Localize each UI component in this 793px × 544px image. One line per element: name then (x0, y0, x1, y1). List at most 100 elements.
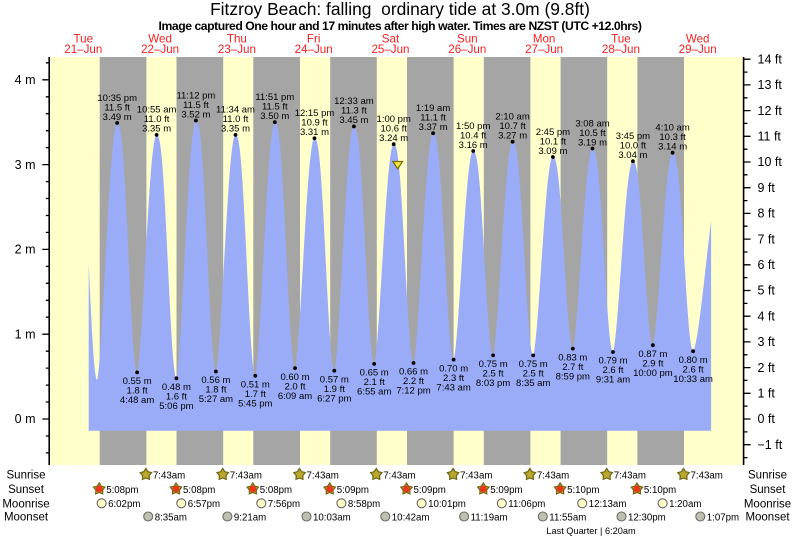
svg-text:Moonrise: Moonrise (2, 498, 49, 510)
svg-text:10:42am: 10:42am (392, 512, 430, 523)
svg-text:−1 ft: −1 ft (758, 438, 783, 452)
svg-text:5:08pm: 5:08pm (183, 485, 215, 496)
svg-text:0.79 m: 0.79 m (598, 356, 627, 367)
svg-text:4 ft: 4 ft (758, 309, 776, 323)
svg-text:Sunset: Sunset (750, 484, 787, 496)
svg-text:7:43am: 7:43am (153, 470, 185, 481)
svg-text:11 ft: 11 ft (758, 130, 782, 144)
svg-text:2.7 ft: 2.7 ft (562, 362, 583, 373)
svg-text:3.04 m: 3.04 m (618, 150, 647, 161)
svg-text:5:08pm: 5:08pm (106, 485, 138, 496)
svg-text:10.7 ft: 10.7 ft (499, 121, 526, 132)
svg-text:0.60 m: 0.60 m (280, 372, 309, 383)
svg-text:10:03am: 10:03am (313, 512, 351, 523)
svg-text:0.75 m: 0.75 m (519, 359, 548, 370)
svg-text:11:19am: 11:19am (471, 512, 508, 523)
svg-text:1.7 ft: 1.7 ft (245, 389, 266, 400)
svg-text:8:03 pm: 8:03 pm (476, 378, 510, 389)
svg-text:3.27 m: 3.27 m (498, 131, 527, 142)
svg-text:21–Jun: 21–Jun (64, 43, 102, 56)
svg-text:2.9 ft: 2.9 ft (642, 358, 663, 369)
svg-text:5:08pm: 5:08pm (260, 485, 292, 496)
svg-text:4:10 am: 4:10 am (655, 123, 689, 134)
svg-text:10:55 am: 10:55 am (137, 105, 177, 116)
svg-text:12:15 pm: 12:15 pm (295, 108, 335, 119)
svg-text:0.57 m: 0.57 m (320, 374, 349, 385)
svg-text:7:43am: 7:43am (383, 470, 415, 481)
svg-text:12:13am: 12:13am (589, 499, 627, 510)
svg-text:12 ft: 12 ft (758, 104, 783, 118)
svg-text:6:27 pm: 6:27 pm (317, 393, 351, 404)
svg-text:3 m: 3 m (15, 158, 36, 172)
svg-text:11:06pm: 11:06pm (508, 499, 545, 510)
svg-text:11:34 am: 11:34 am (216, 105, 255, 116)
svg-text:24–Jun: 24–Jun (295, 43, 333, 56)
svg-text:0.75 m: 0.75 m (479, 359, 508, 370)
svg-text:Sunrise: Sunrise (7, 470, 46, 482)
svg-text:1 m: 1 m (15, 327, 36, 341)
svg-text:5 ft: 5 ft (758, 284, 776, 298)
svg-text:Tue: Tue (74, 33, 94, 46)
svg-text:Sunset: Sunset (8, 484, 45, 496)
svg-text:Wed: Wed (148, 33, 172, 46)
svg-text:Moonrise: Moonrise (744, 498, 791, 510)
svg-text:6:55 am: 6:55 am (357, 387, 391, 398)
svg-text:5:09pm: 5:09pm (414, 485, 446, 496)
svg-text:7 ft: 7 ft (758, 232, 776, 246)
svg-text:2.1 ft: 2.1 ft (364, 377, 385, 388)
svg-text:11:12 pm: 11:12 pm (176, 90, 215, 101)
svg-text:11.1 ft: 11.1 ft (420, 113, 446, 124)
svg-text:2.6 ft: 2.6 ft (683, 364, 704, 375)
svg-text:6:57pm: 6:57pm (188, 499, 220, 510)
svg-text:Last Quarter | 6:20am: Last Quarter | 6:20am (546, 526, 636, 536)
svg-text:1 ft: 1 ft (758, 387, 776, 401)
svg-text:0.83 m: 0.83 m (558, 352, 587, 363)
svg-text:12:30pm: 12:30pm (628, 512, 666, 523)
svg-text:3.16 m: 3.16 m (459, 140, 488, 151)
svg-text:5:10pm: 5:10pm (644, 485, 676, 496)
svg-text:7:43am: 7:43am (230, 470, 262, 481)
svg-text:10.6 ft: 10.6 ft (380, 124, 407, 135)
svg-text:4:48 am: 4:48 am (120, 395, 154, 406)
svg-text:7:43am: 7:43am (460, 470, 492, 481)
svg-text:0.55 m: 0.55 m (123, 376, 152, 387)
svg-text:29–Jun: 29–Jun (679, 43, 717, 56)
svg-text:0.65 m: 0.65 m (360, 368, 389, 379)
svg-text:4 m: 4 m (15, 73, 36, 87)
svg-text:Tue: Tue (611, 33, 631, 46)
svg-text:7:12 pm: 7:12 pm (396, 386, 430, 397)
svg-text:2.2 ft: 2.2 ft (403, 376, 424, 387)
svg-text:23–Jun: 23–Jun (218, 43, 256, 56)
svg-text:8:35am: 8:35am (155, 512, 187, 523)
svg-text:3.09 m: 3.09 m (538, 146, 567, 157)
svg-text:1:19 am: 1:19 am (416, 103, 450, 114)
svg-text:7:43am: 7:43am (614, 470, 646, 481)
svg-text:10:00 pm: 10:00 pm (633, 368, 673, 379)
svg-text:8:35 am: 8:35 am (516, 378, 550, 389)
svg-text:1:50 pm: 1:50 pm (456, 121, 490, 132)
svg-text:11.5 ft: 11.5 ft (183, 100, 209, 111)
svg-text:Sat: Sat (382, 33, 400, 46)
svg-text:8:59 pm: 8:59 pm (556, 371, 590, 382)
svg-text:Sunrise: Sunrise (748, 470, 787, 482)
svg-text:Fitzroy Beach: falling ordina: Fitzroy Beach: falling ordinary tide at … (210, 0, 590, 19)
svg-text:10.9 ft: 10.9 ft (301, 118, 328, 129)
svg-text:Fri: Fri (307, 33, 321, 46)
svg-text:11.3 ft: 11.3 ft (341, 106, 367, 117)
svg-text:3.35 m: 3.35 m (142, 124, 171, 135)
svg-text:3:08 am: 3:08 am (575, 118, 609, 129)
svg-text:2:10 am: 2:10 am (495, 112, 529, 123)
svg-text:1.9 ft: 1.9 ft (324, 384, 345, 395)
svg-text:9:31 am: 9:31 am (596, 375, 630, 386)
svg-text:2 ft: 2 ft (758, 361, 776, 375)
svg-text:2.0 ft: 2.0 ft (284, 381, 305, 392)
svg-text:Moonset: Moonset (4, 512, 49, 524)
svg-text:5:09pm: 5:09pm (490, 485, 522, 496)
svg-text:1:07pm: 1:07pm (707, 512, 739, 523)
svg-text:2.6 ft: 2.6 ft (602, 365, 623, 376)
svg-text:0.48 m: 0.48 m (162, 382, 191, 393)
svg-text:2.3 ft: 2.3 ft (443, 373, 464, 384)
svg-text:3.31 m: 3.31 m (300, 127, 329, 138)
svg-text:2:45 pm: 2:45 pm (536, 127, 570, 138)
svg-text:11:51 pm: 11:51 pm (255, 92, 294, 103)
